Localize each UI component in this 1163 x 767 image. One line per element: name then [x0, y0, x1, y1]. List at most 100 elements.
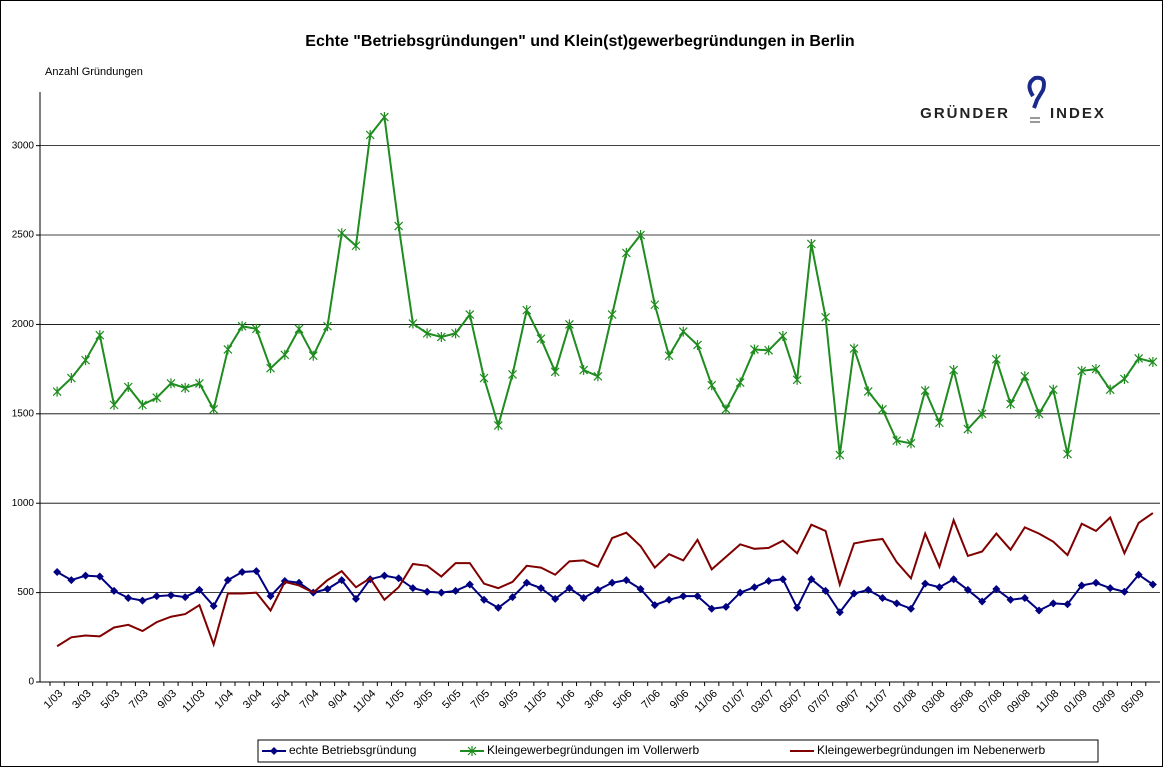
point [650, 601, 659, 610]
point [223, 344, 233, 355]
point [821, 312, 831, 323]
point [1063, 600, 1072, 609]
point [934, 417, 944, 428]
point [564, 319, 574, 330]
point [237, 321, 247, 332]
point [194, 378, 204, 389]
point [1119, 373, 1129, 384]
point [621, 247, 631, 258]
point [835, 608, 844, 617]
point [351, 594, 360, 603]
point [223, 576, 232, 585]
point [494, 603, 503, 612]
point [991, 354, 1001, 365]
point [451, 586, 460, 595]
point [1006, 398, 1016, 409]
point [152, 592, 161, 601]
point [294, 323, 304, 334]
point [707, 604, 716, 613]
logo-icon [1027, 75, 1046, 109]
point [906, 604, 915, 613]
point [493, 420, 503, 431]
point [721, 404, 731, 415]
point [81, 355, 91, 366]
point [579, 593, 588, 602]
point [850, 589, 859, 598]
point [209, 404, 219, 415]
point [365, 129, 375, 140]
point [693, 592, 702, 601]
point [1105, 384, 1115, 395]
logo: GRÜNDER INDEX [920, 75, 1104, 123]
point [394, 574, 403, 583]
y-tick-label: 2000 [12, 319, 35, 330]
point [95, 572, 104, 581]
point [209, 602, 218, 611]
point [479, 373, 489, 384]
point [622, 576, 631, 585]
point [81, 571, 90, 580]
point [1091, 364, 1101, 375]
point [323, 321, 332, 332]
point [508, 369, 517, 380]
point [1106, 584, 1115, 593]
point [1006, 595, 1015, 604]
point [166, 591, 175, 600]
point [1049, 599, 1058, 608]
point [280, 349, 290, 360]
point [95, 330, 105, 341]
point [522, 305, 532, 316]
point [66, 373, 76, 384]
point [636, 585, 645, 594]
y-tick-label: 2500 [12, 230, 35, 241]
point [579, 365, 589, 376]
point [67, 576, 76, 585]
point [337, 576, 346, 585]
point [1091, 578, 1100, 587]
point [138, 596, 147, 605]
point [978, 597, 987, 606]
point [636, 230, 646, 241]
point [1020, 593, 1029, 602]
legend-label: echte Betriebsgründung [289, 743, 416, 757]
point [380, 571, 389, 580]
point [764, 576, 773, 585]
point [550, 366, 560, 377]
point [920, 385, 930, 396]
point [977, 408, 987, 419]
point [379, 112, 389, 123]
point [1063, 449, 1072, 460]
point [678, 326, 688, 337]
point [835, 449, 845, 460]
point [935, 583, 944, 592]
point [308, 350, 318, 361]
series-line [56, 512, 1154, 648]
point [394, 221, 404, 232]
point [1148, 580, 1157, 589]
point [323, 585, 332, 594]
point [465, 580, 474, 589]
point [721, 602, 730, 611]
legend-item: Kleingewerbegründungen im Nebenerwerb [790, 743, 1045, 757]
chart-title: Echte "Betriebsgründungen" und Klein(st)… [305, 33, 854, 50]
point [480, 595, 489, 604]
point [180, 382, 190, 393]
point [736, 588, 745, 597]
point [849, 343, 859, 354]
point [992, 585, 1001, 594]
point [906, 438, 916, 449]
y-tick-label: 1500 [12, 408, 35, 419]
point [921, 579, 930, 588]
point [793, 603, 802, 612]
point [963, 424, 973, 435]
point [878, 404, 887, 415]
point [679, 592, 688, 601]
point [693, 339, 702, 350]
point [565, 584, 574, 593]
point [166, 378, 176, 389]
point [593, 585, 602, 594]
point [1077, 365, 1087, 376]
point [863, 386, 873, 397]
point [536, 584, 545, 593]
legend [257, 739, 1099, 763]
